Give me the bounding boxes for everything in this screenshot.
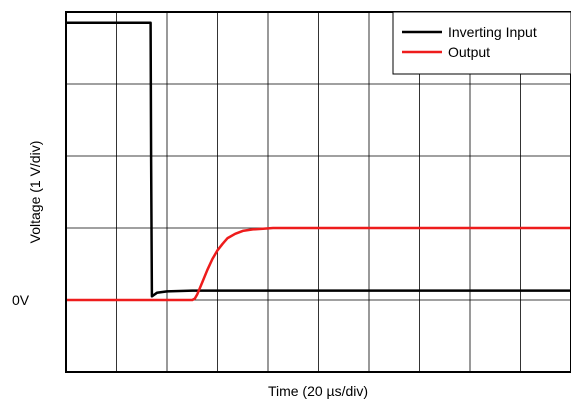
legend-box: [392, 11, 571, 75]
legend-label-output: Output: [448, 44, 490, 60]
y-tick-label-0v: 0V: [12, 292, 30, 308]
series-line-inverting-input: [66, 21, 571, 298]
y-axis-label: Voltage (1 V/div): [27, 141, 43, 244]
series-line-output: [66, 226, 571, 302]
legend-label-inverting-input: Inverting Input: [448, 24, 537, 40]
x-axis-label: Time (20 µs/div): [268, 383, 368, 399]
plot-border: [65, 11, 571, 373]
legend: Inverting Input Output: [392, 11, 571, 75]
series-layer: [66, 21, 571, 302]
